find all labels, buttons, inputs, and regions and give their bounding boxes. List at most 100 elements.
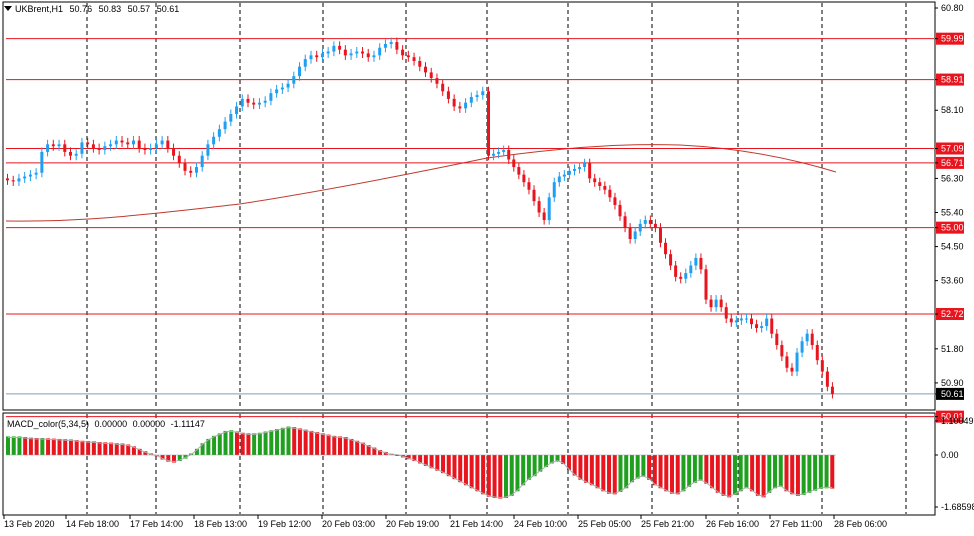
bull-candle[interactable]: [583, 163, 587, 168]
bear-candle[interactable]: [598, 182, 602, 186]
bull-candle[interactable]: [557, 176, 561, 183]
bear-candle[interactable]: [709, 299, 713, 308]
bear-candle[interactable]: [517, 167, 521, 175]
bear-candle[interactable]: [429, 72, 433, 79]
bull-candle[interactable]: [28, 174, 32, 177]
bull-candle[interactable]: [332, 45, 336, 52]
bull-candle[interactable]: [765, 318, 769, 327]
dropdown-triangle-icon[interactable]: [4, 6, 12, 11]
bear-candle[interactable]: [97, 148, 101, 151]
bear-candle[interactable]: [338, 45, 342, 50]
bear-candle[interactable]: [825, 371, 829, 387]
bull-candle[interactable]: [638, 223, 642, 232]
bull-candle[interactable]: [269, 93, 273, 101]
bull-candle[interactable]: [320, 53, 324, 58]
bear-candle[interactable]: [441, 83, 445, 92]
bear-candle[interactable]: [830, 386, 834, 394]
bull-candle[interactable]: [760, 326, 764, 329]
bull-candle[interactable]: [643, 220, 647, 224]
bear-candle[interactable]: [91, 144, 95, 149]
bull-candle[interactable]: [114, 140, 118, 145]
bull-candle[interactable]: [552, 182, 556, 198]
bear-candle[interactable]: [406, 55, 410, 58]
bear-candle[interactable]: [532, 189, 536, 202]
bull-candle[interactable]: [469, 96, 473, 103]
bull-candle[interactable]: [739, 318, 743, 321]
bull-candle[interactable]: [567, 170, 571, 175]
bull-candle[interactable]: [131, 140, 135, 145]
bear-candle[interactable]: [785, 356, 789, 368]
bear-candle[interactable]: [315, 55, 319, 58]
bull-candle[interactable]: [235, 106, 239, 115]
bear-candle[interactable]: [458, 106, 462, 109]
bull-candle[interactable]: [223, 121, 227, 130]
bear-candle[interactable]: [183, 163, 187, 171]
bull-candle[interactable]: [502, 150, 506, 152]
bull-candle[interactable]: [805, 333, 809, 342]
bull-candle[interactable]: [257, 102, 261, 105]
bear-candle[interactable]: [366, 53, 370, 58]
bull-candle[interactable]: [744, 318, 748, 320]
bull-candle[interactable]: [475, 95, 479, 97]
bear-candle[interactable]: [189, 170, 193, 173]
bear-candle[interactable]: [729, 318, 733, 323]
bear-candle[interactable]: [724, 307, 728, 319]
bear-candle[interactable]: [648, 220, 652, 224]
bear-candle[interactable]: [674, 265, 678, 277]
bear-candle[interactable]: [512, 159, 516, 168]
bear-candle[interactable]: [542, 212, 546, 221]
bull-candle[interactable]: [17, 178, 21, 182]
bear-candle[interactable]: [11, 180, 15, 182]
bear-candle[interactable]: [679, 276, 683, 279]
bear-candle[interactable]: [401, 49, 405, 56]
bull-candle[interactable]: [263, 100, 267, 103]
bear-candle[interactable]: [51, 144, 55, 147]
bull-candle[interactable]: [74, 153, 78, 156]
bear-candle[interactable]: [6, 178, 9, 181]
bull-candle[interactable]: [160, 140, 164, 145]
bull-candle[interactable]: [154, 144, 158, 149]
bear-candle[interactable]: [699, 257, 703, 270]
bull-candle[interactable]: [355, 51, 359, 54]
bear-candle[interactable]: [137, 140, 141, 149]
bear-candle[interactable]: [770, 318, 774, 334]
bull-candle[interactable]: [497, 151, 501, 154]
bull-candle[interactable]: [372, 55, 376, 58]
bear-candle[interactable]: [775, 333, 779, 346]
bull-candle[interactable]: [57, 144, 61, 147]
bear-candle[interactable]: [780, 345, 784, 357]
bear-candle[interactable]: [719, 299, 723, 308]
bull-candle[interactable]: [572, 168, 576, 171]
bear-candle[interactable]: [68, 151, 72, 156]
bull-candle[interactable]: [562, 174, 566, 177]
bull-candle[interactable]: [578, 167, 582, 169]
bull-candle[interactable]: [694, 257, 698, 266]
bear-candle[interactable]: [507, 150, 511, 160]
bull-candle[interactable]: [149, 148, 153, 151]
bear-candle[interactable]: [790, 367, 794, 372]
bear-candle[interactable]: [815, 345, 819, 361]
bull-candle[interactable]: [103, 146, 107, 151]
bear-candle[interactable]: [704, 269, 708, 300]
bear-candle[interactable]: [395, 42, 399, 50]
bull-candle[interactable]: [280, 87, 284, 90]
bull-candle[interactable]: [212, 136, 216, 145]
bear-candle[interactable]: [820, 360, 824, 372]
bear-candle[interactable]: [452, 98, 456, 107]
bear-candle[interactable]: [126, 142, 130, 145]
bear-candle[interactable]: [487, 91, 490, 156]
bear-candle[interactable]: [810, 333, 814, 346]
bear-candle[interactable]: [120, 140, 124, 143]
bull-candle[interactable]: [286, 83, 290, 88]
bull-candle[interactable]: [109, 144, 113, 147]
bear-candle[interactable]: [435, 78, 439, 84]
bull-candle[interactable]: [633, 231, 637, 240]
bull-candle[interactable]: [34, 172, 38, 175]
bull-candle[interactable]: [80, 142, 84, 154]
bull-candle[interactable]: [481, 91, 485, 96]
candlesticks[interactable]: [6, 37, 834, 399]
bear-candle[interactable]: [653, 223, 657, 228]
bear-candle[interactable]: [246, 98, 250, 103]
bull-candle[interactable]: [492, 153, 496, 156]
